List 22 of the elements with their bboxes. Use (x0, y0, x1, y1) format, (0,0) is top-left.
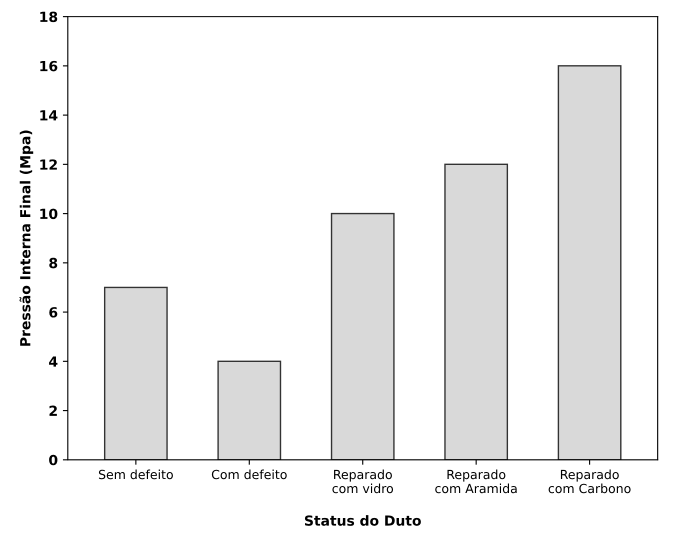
x-tick-label: Sem defeito (98, 470, 173, 480)
x-tick-label: Reparado com vidro (332, 470, 394, 494)
y-tick-label: 12 (40, 159, 57, 170)
bar (104, 286, 168, 460)
y-tick-label: 6 (49, 307, 58, 318)
bar (217, 360, 282, 460)
y-tick-label: 2 (50, 406, 57, 416)
bar (558, 65, 622, 460)
y-tick-label: 0 (49, 454, 58, 466)
x-axis-title: Status do Duto (304, 515, 421, 526)
y-tick-label: 10 (40, 208, 58, 220)
x-tick-label: Reparado com Aramida (435, 470, 517, 494)
y-tick-label: 8 (49, 258, 58, 268)
y-axis-title: Pressão Interna Final (Mpa) (20, 130, 34, 346)
bar (444, 164, 508, 460)
x-tick-label: Com defeito (212, 470, 287, 480)
y-tick-label: 18 (40, 12, 58, 22)
bar (330, 212, 395, 460)
y-tick-label: 16 (40, 60, 58, 72)
x-tick-label: Reparado com Carbono (548, 470, 631, 494)
y-tick-label: 14 (40, 110, 58, 120)
y-tick-label: 4 (49, 356, 58, 367)
